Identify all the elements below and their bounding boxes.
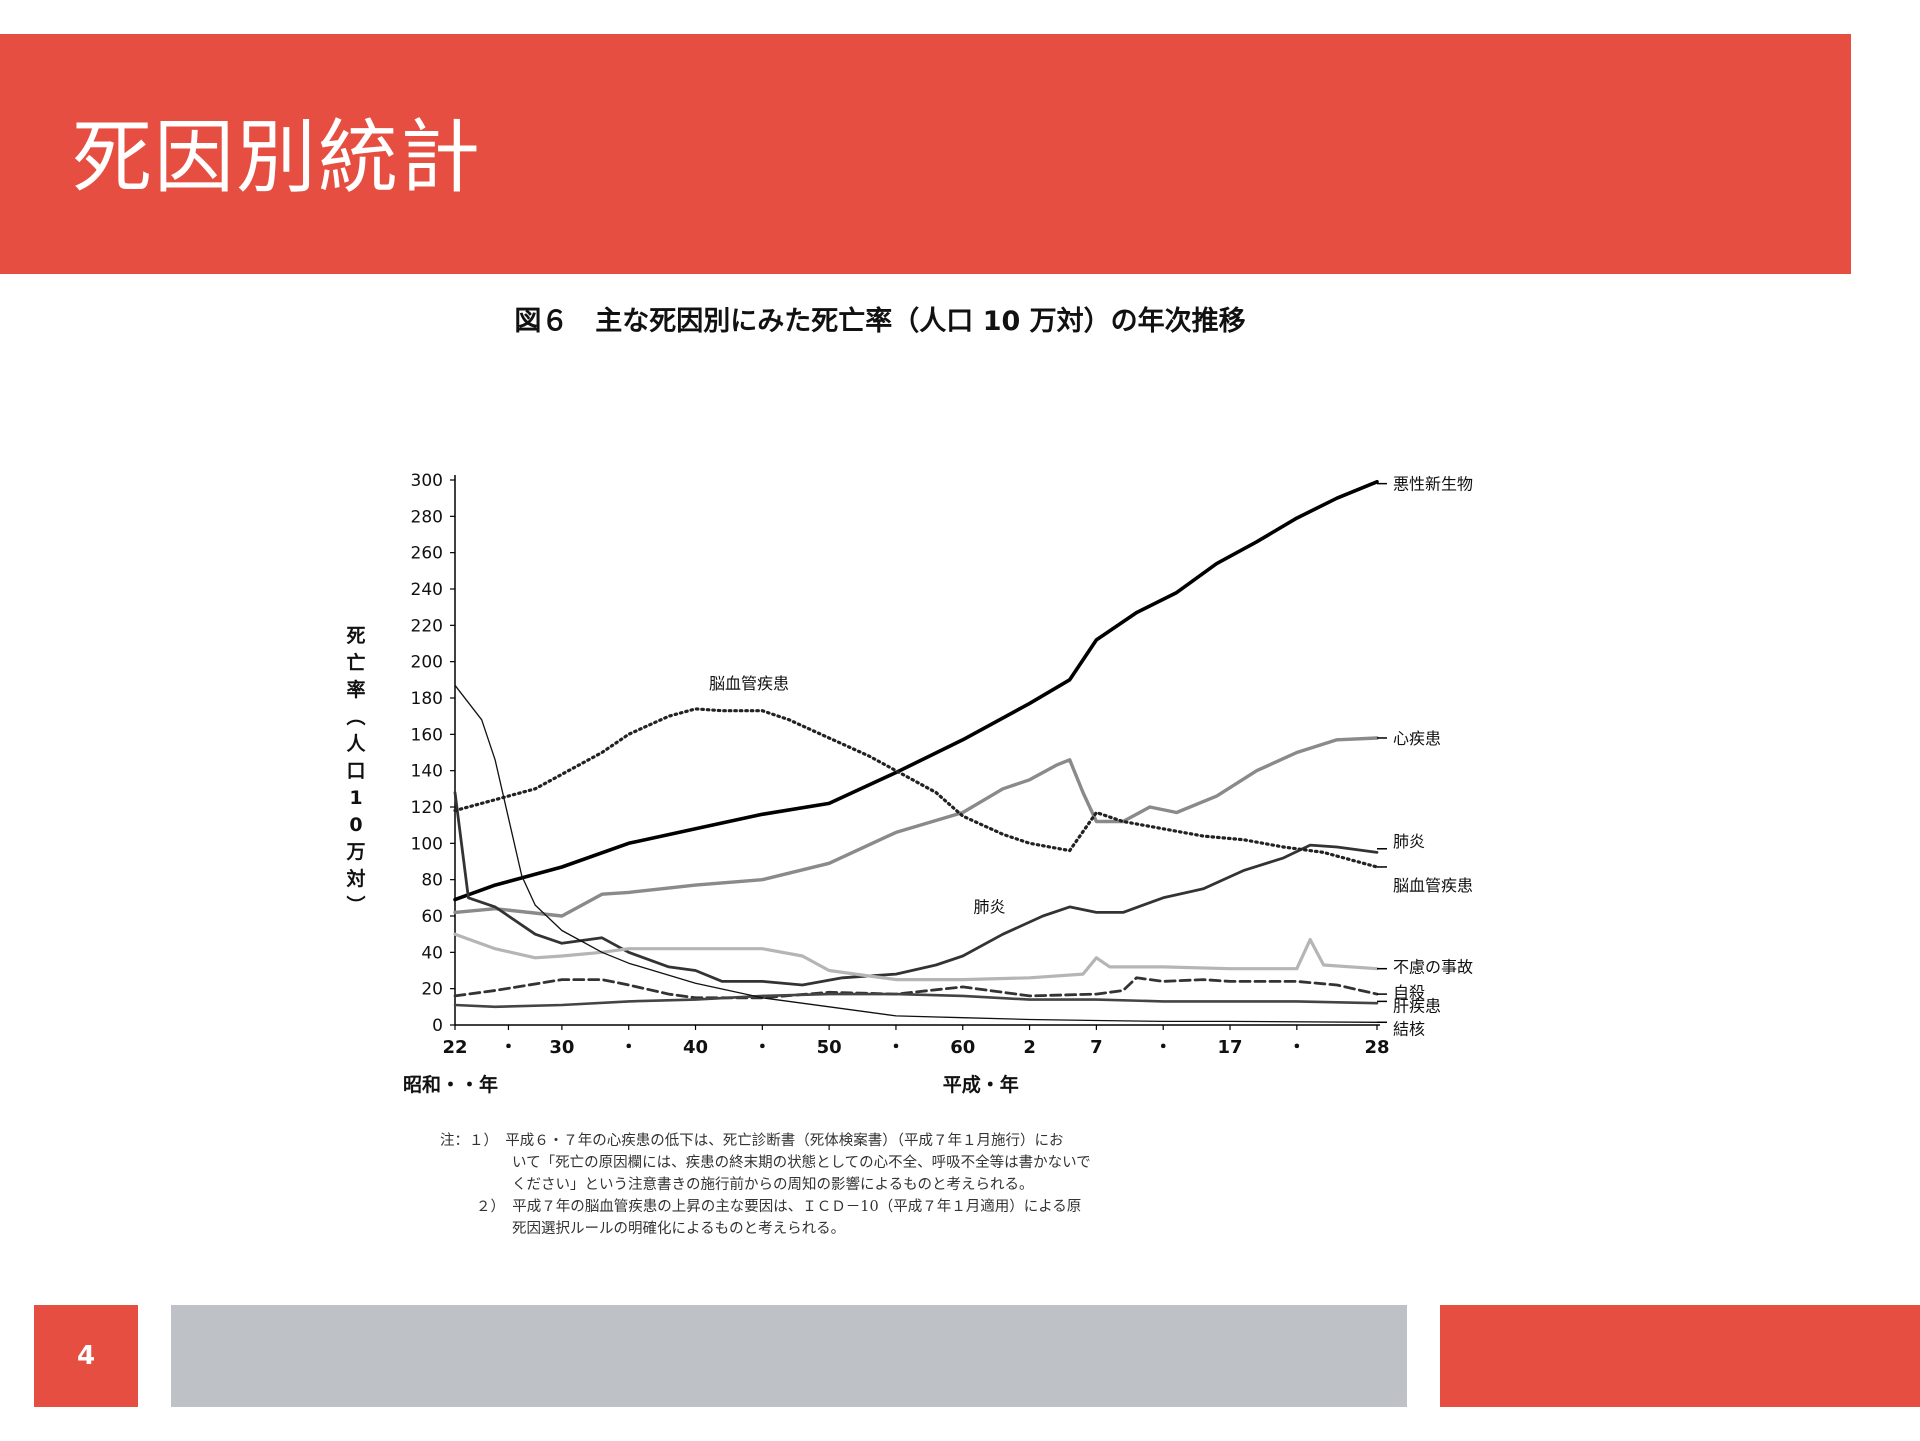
series-line-結核 xyxy=(454,684,1378,1023)
y-tick-label: 180 xyxy=(411,689,443,709)
note-line: ください」という注意書きの施行前からの周知の影響によるものと考えられる。 xyxy=(512,1177,1034,1193)
y-axis-label-char: 口 xyxy=(346,760,365,782)
x-tick-label: ・ xyxy=(1288,1037,1306,1058)
footer-accent xyxy=(1440,1305,1920,1407)
y-tick-label: 60 xyxy=(421,907,443,927)
footer-bar xyxy=(171,1305,1407,1407)
y-axis-label-char: 率 xyxy=(346,678,365,701)
x-tick-label: 50 xyxy=(817,1037,842,1058)
series-line-心疾患 xyxy=(453,736,1379,918)
y-tick-label: 160 xyxy=(411,725,443,745)
y-axis-label-char: 死 xyxy=(346,625,365,647)
x-tick-label: 7 xyxy=(1090,1037,1103,1058)
y-tick-label: 240 xyxy=(411,580,443,600)
series-label: 脳血管疾患 xyxy=(1393,876,1473,895)
y-tick-label: 300 xyxy=(411,471,443,491)
series-label: 悪性新生物 xyxy=(1393,475,1473,494)
y-axis-label-char: 対 xyxy=(345,867,365,890)
x-tick-label: ・ xyxy=(887,1037,905,1058)
x-tick-label: 17 xyxy=(1217,1037,1242,1058)
series-label: 不慮の事故 xyxy=(1393,958,1473,977)
figure-panel: 図６ 主な死因別にみた死亡率（人口 10 万対）の年次推移 0 20 40 60 80 1… xyxy=(300,290,1550,1266)
series-line-肺炎 xyxy=(453,791,1379,987)
y-axis-label-char: ︶ xyxy=(346,894,365,917)
y-axis-label-char: 人 xyxy=(346,733,366,755)
series-label: 肝疾患 xyxy=(1393,996,1441,1015)
y-axis-label-char: 1 xyxy=(349,787,362,809)
y-tick-label: 100 xyxy=(411,834,443,854)
series-line-自殺 xyxy=(453,976,1379,1000)
chart-axes: 0204060801001201401601802002202402602803… xyxy=(345,471,1389,1096)
y-axis-label-char: 亡 xyxy=(346,651,365,674)
y-axis-label-char: 0 xyxy=(349,814,362,836)
note-line: ２） 平成７年の脳血管疾患の上昇の主な要因は、ＩＣＤ－10（平成７年１月適用）に… xyxy=(476,1199,1082,1215)
series-label-inline: 脳血管疾患 xyxy=(709,674,789,693)
series-label-inline: 肺炎 xyxy=(973,897,1005,916)
figure-notes: 注：１） 平成６・７年の心疾患の低下は、死亡診断書（死体検案書）（平成７年１月施… xyxy=(440,1130,1340,1240)
x-tick-label: 60 xyxy=(950,1037,975,1058)
x-tick-label: 40 xyxy=(683,1037,708,1058)
y-tick-label: 260 xyxy=(411,544,443,564)
x-tick-label: 2 xyxy=(1023,1037,1036,1058)
mortality-line-chart: 図６ 主な死因別にみた死亡率（人口 10 万対）の年次推移 0204060801… xyxy=(345,305,1473,1096)
y-tick-label: 120 xyxy=(411,798,443,818)
y-tick-label: 0 xyxy=(432,1016,443,1036)
x-tick-label: 22 xyxy=(442,1037,467,1058)
series-label: 自殺 xyxy=(1393,983,1425,1002)
series-line-不慮の事故 xyxy=(453,932,1379,982)
chart-title: 図６ 主な死因別にみた死亡率（人口 10 万対）の年次推移 xyxy=(514,305,1245,337)
page-number: 4 xyxy=(76,1341,96,1371)
slide-title: 死因別統計 xyxy=(72,111,482,204)
y-tick-label: 40 xyxy=(421,943,443,963)
page-number-box: 4 xyxy=(34,1305,138,1407)
y-axis-label-char: ︵ xyxy=(346,706,365,728)
series-label: 心疾患 xyxy=(1393,729,1441,748)
series-label: 肺炎 xyxy=(1393,832,1425,851)
y-tick-label: 20 xyxy=(421,980,443,1000)
y-tick-label: 140 xyxy=(411,762,443,782)
chart-series xyxy=(453,480,1379,1023)
x-tick-label: 30 xyxy=(549,1037,574,1058)
note-line: いて「死亡の原因欄には、疾患の終末期の状態としての心不全、呼吸不全等は書かないで xyxy=(512,1155,1091,1171)
series-line-肝疾患 xyxy=(453,992,1379,1009)
x-tick-label: ・ xyxy=(753,1037,771,1058)
x-tick-label: ・ xyxy=(1154,1037,1172,1058)
y-tick-label: 220 xyxy=(411,616,443,636)
y-tick-label: 280 xyxy=(411,507,443,527)
y-tick-label: 80 xyxy=(421,871,443,891)
x-tick-label: ・ xyxy=(499,1037,517,1058)
note-line: 死因選択ルールの明確化によるものと考えられる。 xyxy=(512,1221,846,1237)
y-axis-label-char: 万 xyxy=(345,841,365,863)
x-era-label-showa: 昭和・・年 xyxy=(403,1073,498,1096)
series-line-悪性新生物 xyxy=(453,480,1379,902)
x-tick-label: ・ xyxy=(620,1037,638,1058)
header-banner xyxy=(0,34,1851,274)
y-tick-label: 200 xyxy=(411,653,443,673)
x-tick-label: 28 xyxy=(1364,1037,1389,1058)
x-era-label-heisei: 平成・年 xyxy=(943,1073,1019,1096)
series-line-脳血管疾患 xyxy=(453,707,1379,869)
series-label: 結核 xyxy=(1393,1019,1425,1038)
note-line: 注：１） 平成６・７年の心疾患の低下は、死亡診断書（死体検案書）（平成７年１月施… xyxy=(440,1133,1064,1149)
